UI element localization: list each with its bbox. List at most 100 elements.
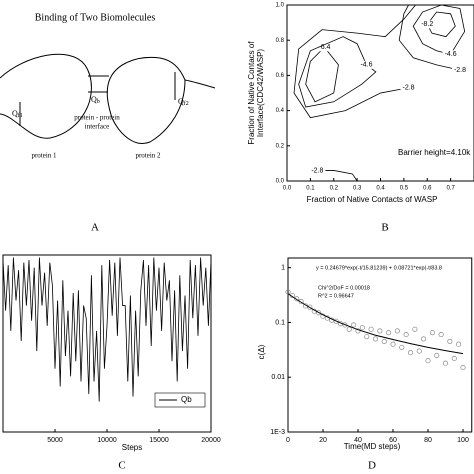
q-sub: f1 (18, 112, 23, 119)
y-tick-label: 0.8 (276, 38, 285, 44)
data-point (442, 360, 449, 366)
data-point (460, 365, 466, 371)
contour-line (426, 11, 456, 38)
y-axis-label: c(Δ) (257, 344, 266, 359)
annotation: y = 0.24679*exp(-t/15.81239) + 0.08721*e… (316, 265, 442, 271)
data-point (451, 355, 457, 362)
plot-frame (287, 257, 473, 433)
data-point (407, 350, 414, 356)
y-tick-label: 0.01 (271, 374, 285, 381)
y-tick-label: 1 (281, 264, 285, 271)
x-tick-label: 0.6 (423, 186, 432, 192)
x-axis-label: Steps (122, 443, 142, 452)
legend-box (154, 392, 206, 408)
data-point (333, 318, 339, 324)
x-tick-label: 40 (354, 437, 362, 444)
x-axis-label: Time(MD steps) (344, 442, 401, 451)
data-point (403, 332, 409, 338)
y-tick-label: 0.6 (276, 73, 285, 79)
y-tick-label: 0.4 (276, 108, 285, 114)
data-point (412, 326, 418, 332)
data-point (294, 296, 300, 302)
contour-label-bg (419, 20, 436, 29)
contour-label: -4.6 (360, 62, 372, 69)
y-tick-label: 0.2 (276, 143, 285, 149)
contour-label-bg (358, 60, 375, 69)
data-point (425, 358, 431, 364)
y-tick-label: 0.1 (275, 319, 285, 326)
data-point (372, 336, 379, 342)
data-point (390, 341, 396, 347)
data-point (399, 344, 405, 350)
protein-label: protein 2 (135, 152, 161, 160)
data-point (346, 326, 352, 332)
x-tick-label: 0.1 (306, 186, 315, 192)
contour-label: -6.4 (318, 44, 330, 51)
x-tick-label: 0.4 (376, 186, 385, 192)
contour-label-bg (400, 83, 417, 92)
interface-label: interface (85, 123, 109, 131)
data-point (434, 352, 440, 358)
panel-letter: B (381, 222, 388, 234)
q-sub: f2 (184, 100, 189, 107)
x-tick-label: 10000 (97, 437, 117, 444)
protein-label: protein 1 (31, 152, 57, 160)
contour-line (412, 4, 466, 55)
protein-1-shape (0, 53, 92, 139)
contour-line (298, 36, 377, 108)
y-axis-label: Fraction of Native Contacs of (247, 41, 256, 145)
contour-label: -8.2 (421, 21, 433, 28)
x-tick-label: 5000 (47, 437, 63, 444)
q-sub: b (97, 99, 100, 105)
series-line (2, 257, 212, 402)
protein-2-shape (106, 56, 216, 144)
y-tick-label: 1.0 (276, 3, 285, 9)
y-tick-label: 1E-3 (270, 429, 285, 436)
contour-label-bg (451, 66, 468, 75)
panel-a-text: Binding of Two Biomolecules Qf1 Qb Qf2 p… (12, 12, 189, 233)
data-point (456, 341, 462, 347)
data-point (438, 332, 444, 338)
x-tick-label: 0.3 (353, 186, 362, 192)
contour-label-bg (442, 50, 459, 59)
data-point (381, 338, 387, 344)
bridge (88, 75, 109, 93)
q-label: Qf2 (178, 97, 189, 108)
x-tick-label: 80 (424, 437, 432, 444)
annotation: Chi^2/DoF = 0.00018 (318, 285, 370, 291)
data-point (316, 310, 322, 316)
x-tick-label: 100 (457, 437, 469, 444)
x-tick-label: 60 (389, 437, 397, 444)
contour-line (305, 46, 339, 103)
contour-label-bg (309, 166, 326, 175)
data-point (359, 325, 365, 331)
contact-lines (19, 72, 176, 126)
data-point (351, 322, 357, 328)
contour-label-bg (316, 43, 333, 52)
contour-label: -2.8 (454, 67, 466, 74)
x-axis-label: Fraction of Native Contacts of WASP (307, 195, 438, 204)
annotation: Barrier height=4.10k (398, 148, 471, 157)
x-tick-label: 20 (319, 437, 327, 444)
annotation: R^2 = 0.96647 (318, 293, 354, 299)
x-tick-label: 15000 (149, 437, 169, 444)
data-point (416, 348, 422, 354)
contour-line (398, 4, 461, 71)
x-tick-label: 0.7 (446, 186, 455, 192)
data-point (364, 334, 370, 340)
q-symbol: Q (178, 97, 184, 106)
y-axis-label: Interface(CDC42/WASP) (256, 49, 265, 138)
data-point (377, 328, 383, 334)
panel-letter: A (91, 222, 99, 234)
contour-label: -2.8 (403, 85, 415, 92)
fit-line (287, 293, 464, 355)
data-point (429, 330, 435, 336)
x-tick-label: 0 (286, 437, 290, 444)
panel-a (0, 53, 216, 144)
x-tick-label: 0.0 (283, 186, 292, 192)
x-tick-label: 20000 (201, 437, 221, 444)
contour-label: -2.8 (311, 167, 323, 174)
q-label: Qb (91, 95, 100, 106)
data-point (447, 338, 453, 344)
